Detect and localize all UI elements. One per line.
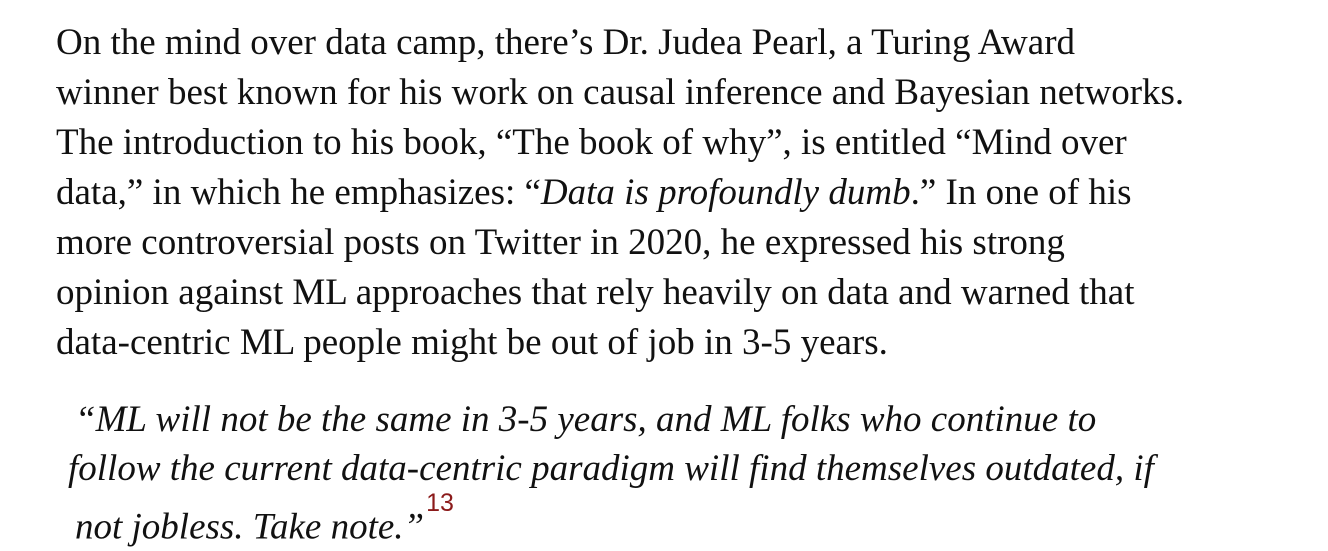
quote-line: not jobless. Take note.”13	[68, 489, 1318, 551]
quote-line: “ML will not be the same in 3-5 years, a…	[75, 399, 1097, 440]
paragraph-line: data,” in which he emphasizes: “Data is …	[56, 168, 1318, 218]
block-quote: “ML will not be the same in 3-5 years, a…	[68, 395, 1318, 551]
footnote-reference-link[interactable]: 13	[426, 489, 454, 517]
paragraph-line: On the mind over data camp, there’s Dr. …	[56, 22, 1076, 63]
quote-text: not jobless. Take note.”	[75, 506, 425, 548]
paragraph-line: more controversial posts on Twitter in 2…	[56, 222, 1065, 263]
body-paragraph: On the mind over data camp, there’s Dr. …	[56, 18, 1318, 368]
paragraph-line: winner best known for his work on causal…	[56, 72, 1185, 113]
paragraph-line: opinion against ML approaches that rely …	[56, 272, 1135, 313]
paragraph-text: .” In one of his	[910, 172, 1132, 213]
quote-line: follow the current data-centric paradigm…	[68, 448, 1154, 489]
paragraph-text: data,” in which he emphasizes: “	[56, 172, 541, 213]
emphasis-quote: Data is profoundly dumb	[540, 172, 911, 213]
paragraph-line: data-centric ML people might be out of j…	[56, 322, 888, 363]
paragraph-line: The introduction to his book, “The book …	[56, 122, 1127, 163]
